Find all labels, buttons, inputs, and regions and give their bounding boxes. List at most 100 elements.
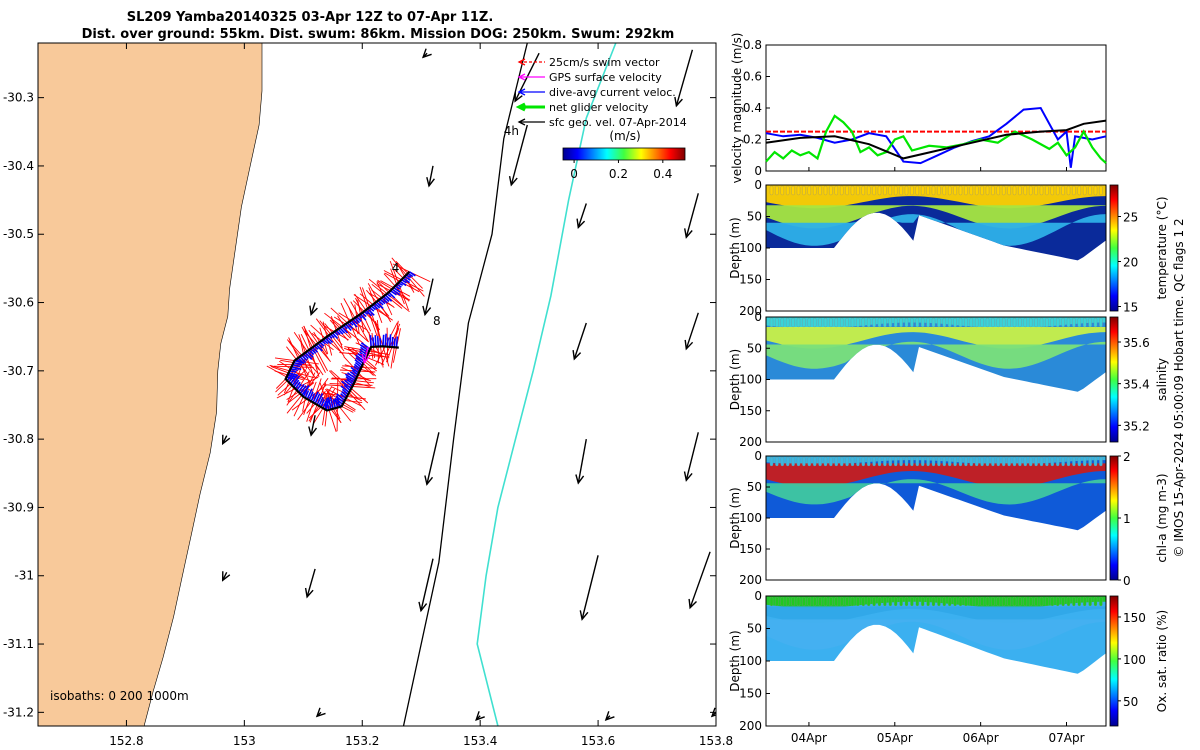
surface-sample-mark <box>877 317 882 328</box>
current-vector <box>388 291 396 299</box>
surface-sample-mark <box>1056 456 1060 467</box>
surface-sample-mark <box>958 185 963 196</box>
current-vector <box>355 357 364 364</box>
surface-sample-mark <box>958 317 963 328</box>
surface-sample-mark <box>780 317 784 328</box>
current-vector <box>318 396 324 407</box>
colorbar-tick-label: 150 <box>1123 611 1146 625</box>
surface-sample-mark <box>1056 185 1060 196</box>
surface-sample-mark <box>1045 185 1049 196</box>
surface-velocity-arrow-head <box>575 474 585 485</box>
surface-velocity-arrow-head <box>508 175 518 187</box>
velocity-series-line <box>765 119 1107 160</box>
surface-velocity-arrow-head <box>688 598 697 610</box>
surface-sample-mark <box>1083 596 1087 607</box>
surface-velocity-arrow-head <box>674 96 683 108</box>
section-y-tick-label: 200 <box>739 435 762 449</box>
surface-sample-mark <box>1061 596 1065 607</box>
current-vector <box>290 368 298 371</box>
surface-sample-mark <box>937 456 941 467</box>
current-vector <box>304 390 310 399</box>
swim-vector <box>288 393 301 403</box>
current-vector <box>360 342 371 350</box>
velocity-ylabel: velocity magnitude (m/s) <box>730 33 744 184</box>
current-vector <box>341 380 352 390</box>
current-vector <box>381 297 388 304</box>
surface-sample-mark <box>775 185 779 196</box>
surface-sample-mark <box>807 317 811 328</box>
current-vector <box>389 290 397 296</box>
swim-vector <box>357 299 361 315</box>
section-y-tick-label: 50 <box>747 622 762 636</box>
current-vector <box>286 373 294 382</box>
current-vector <box>393 338 396 348</box>
surface-velocity-arrow <box>577 438 587 484</box>
swim-vector <box>344 399 363 404</box>
current-vector <box>382 295 390 303</box>
swim-vector <box>374 320 384 347</box>
surface-velocity-arrow <box>577 203 587 228</box>
map-y-tick-label: -31.2 <box>3 705 34 719</box>
swim-vector <box>288 337 299 359</box>
surface-sample-mark <box>1088 596 1092 607</box>
current-vector <box>350 366 360 374</box>
current-vector <box>325 398 330 411</box>
surface-sample-mark <box>899 596 903 607</box>
surface-sample-mark <box>1093 317 1098 328</box>
surface-velocity-arrow-head <box>418 601 428 613</box>
swim-vector <box>319 320 331 335</box>
surface-sample-mark <box>872 596 876 607</box>
surface-sample-mark <box>796 596 801 607</box>
surface-sample-mark <box>1034 596 1038 607</box>
colorbar-tick-label: 35.2 <box>1123 419 1150 433</box>
swim-vector <box>277 383 291 396</box>
surface-sample-mark <box>1099 185 1103 196</box>
surface-sample-mark <box>1002 185 1006 196</box>
surface-sample-mark <box>915 185 919 196</box>
surface-sample-mark <box>1002 456 1006 467</box>
colorbar-tick-label: 35.6 <box>1123 336 1150 350</box>
surface-sample-mark <box>910 456 914 467</box>
surface-sample-mark <box>931 596 936 607</box>
colorbar-label: Ox. sat. ratio (%) <box>1155 610 1169 712</box>
current-vector <box>344 373 356 382</box>
surface-sample-mark <box>834 456 838 467</box>
surface-sample-mark <box>985 596 990 607</box>
surface-sample-mark <box>1066 596 1071 607</box>
surface-sample-mark <box>1034 185 1038 196</box>
salinity-section-panel: 0 50 100 150 200 Depth (m) 35.2 35.4 35.6 salinit… <box>728 310 1169 449</box>
surface-sample-mark <box>904 317 909 328</box>
current-vector <box>376 336 379 347</box>
surface-sample-mark <box>1018 317 1022 328</box>
surface-sample-mark <box>1077 185 1081 196</box>
swim-vector <box>367 283 379 301</box>
current-vector <box>346 378 354 386</box>
swim-vector <box>352 386 376 389</box>
surface-sample-mark <box>818 456 822 467</box>
colorbar-label: salinity <box>1155 358 1169 401</box>
swim-vector <box>354 317 369 343</box>
swim-vector <box>293 396 304 417</box>
surface-sample-mark <box>888 456 892 467</box>
surface-velocity-arrow-head <box>684 228 693 239</box>
legend-label: dive-avg current veloc. <box>549 86 676 99</box>
colorbar-tick-label: 2 <box>1123 450 1131 464</box>
map-x-tick-label: 152.8 <box>109 734 143 748</box>
section-y-tick-label: 0 <box>754 589 762 603</box>
surface-sample-mark <box>818 596 822 607</box>
swim-vector <box>354 304 358 317</box>
surface-sample-mark <box>953 456 957 467</box>
surface-velocity-arrow-head <box>309 305 318 317</box>
surface-velocity-arrow-head <box>710 707 716 718</box>
current-vector <box>352 318 359 325</box>
swim-vector <box>362 365 374 376</box>
swim-vector <box>377 280 390 293</box>
swim-vector <box>274 357 295 362</box>
surface-sample-mark <box>780 456 784 467</box>
section-layer <box>766 606 1106 623</box>
surface-sample-mark <box>813 456 817 467</box>
surface-velocity-arrow <box>426 432 440 485</box>
map-y-tick-label: -31.1 <box>3 637 34 651</box>
swim-vector <box>330 316 337 331</box>
swim-vector <box>300 334 310 351</box>
